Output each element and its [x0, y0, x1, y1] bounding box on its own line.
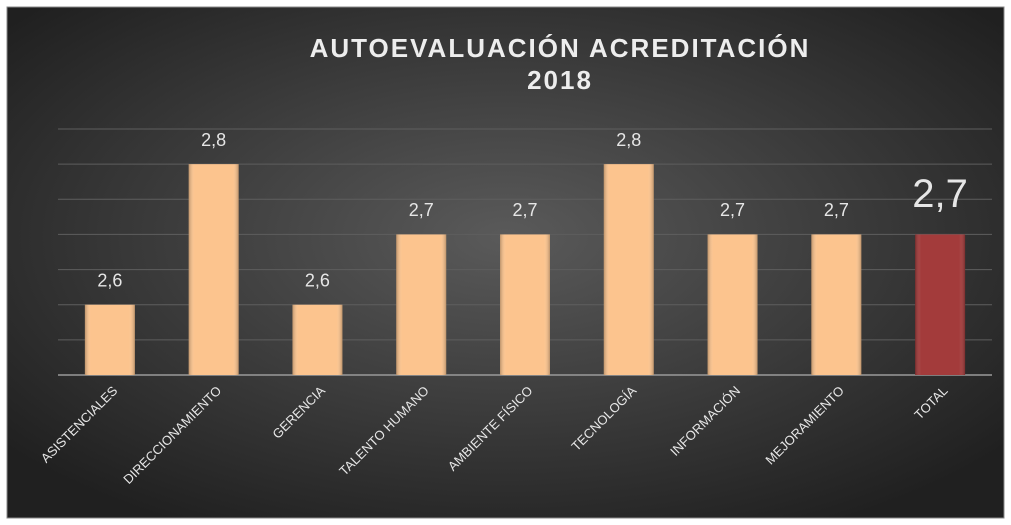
bar-bevel: [603, 164, 654, 375]
chart-title: 2018: [527, 65, 593, 95]
data-label: 2,8: [616, 130, 641, 150]
bar-bevel: [811, 234, 862, 375]
chart-title: AUTOEVALUACIÓN ACREDITACIÓN: [310, 33, 811, 63]
bar-bevel: [84, 304, 135, 375]
data-label: 2,6: [97, 270, 122, 290]
bar-bevel: [396, 234, 447, 375]
data-label: 2,7: [409, 200, 434, 220]
data-label: 2,6: [305, 270, 330, 290]
bar-bevel: [500, 234, 550, 375]
data-label: 2,7: [720, 200, 745, 220]
data-label: 2,7: [512, 200, 537, 220]
data-label: 2,7: [824, 200, 849, 220]
data-label: 2,8: [201, 130, 226, 150]
bar-bevel: [188, 164, 239, 375]
data-label: 2,7: [912, 172, 968, 216]
bar-bevel: [292, 304, 343, 375]
bar-bevel: [707, 234, 758, 375]
bar-bevel: [915, 234, 966, 375]
